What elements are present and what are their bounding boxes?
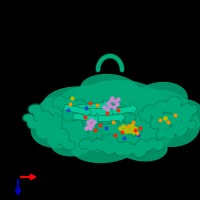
Ellipse shape (112, 129, 168, 161)
Ellipse shape (65, 80, 165, 140)
Ellipse shape (165, 99, 200, 131)
Polygon shape (77, 99, 112, 113)
Ellipse shape (140, 103, 200, 147)
Ellipse shape (132, 82, 188, 118)
Ellipse shape (70, 127, 140, 163)
Polygon shape (73, 113, 103, 125)
Polygon shape (64, 104, 92, 117)
Ellipse shape (97, 110, 173, 150)
Polygon shape (112, 103, 138, 115)
Ellipse shape (40, 86, 130, 144)
Ellipse shape (51, 85, 109, 125)
Ellipse shape (55, 108, 145, 152)
Polygon shape (89, 105, 121, 119)
Ellipse shape (31, 102, 99, 148)
Ellipse shape (80, 74, 140, 106)
Ellipse shape (34, 96, 76, 134)
Ellipse shape (110, 89, 190, 141)
Ellipse shape (86, 81, 154, 119)
Ellipse shape (50, 124, 100, 156)
Polygon shape (98, 112, 126, 124)
